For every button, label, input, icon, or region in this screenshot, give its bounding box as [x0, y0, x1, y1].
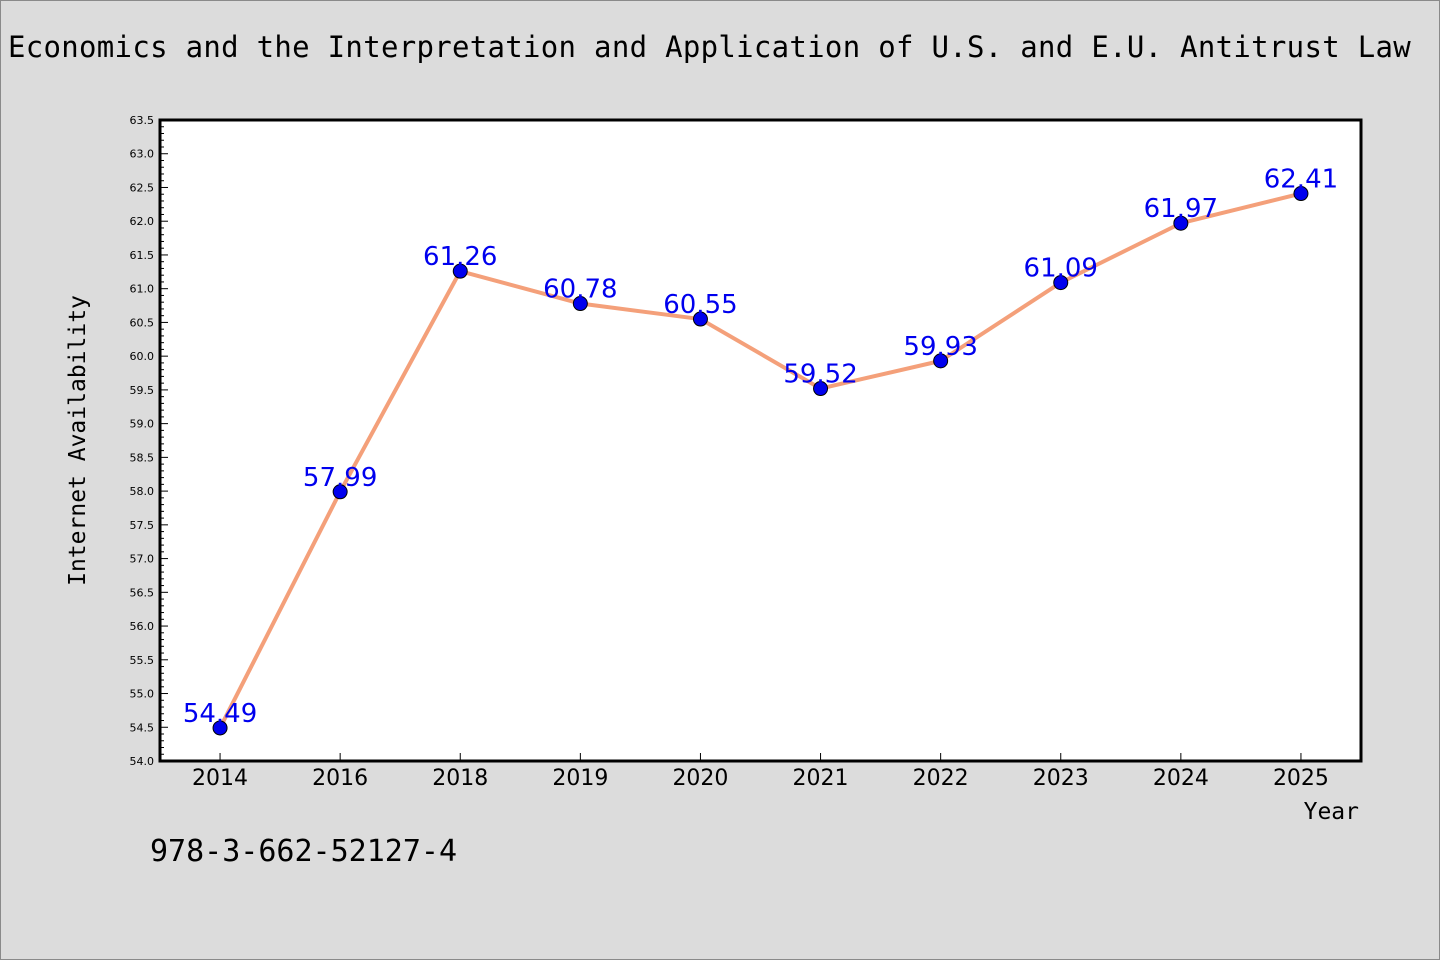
y-tick-label: 56.0	[130, 620, 155, 633]
data-point	[212, 720, 228, 736]
x-axis-label: Year	[1304, 799, 1359, 825]
data-point	[1293, 186, 1309, 202]
data-point	[332, 484, 348, 500]
data-point	[692, 311, 708, 327]
x-tick-label: 2020	[672, 766, 728, 791]
data-label: 60.55	[663, 290, 737, 320]
x-tick-label: 2016	[312, 766, 368, 791]
data-point	[1173, 215, 1189, 231]
y-tick-label: 57.5	[130, 519, 155, 532]
y-tick-label: 58.0	[130, 485, 155, 498]
y-tick-label: 61.5	[130, 249, 155, 262]
y-tick-label: 58.5	[130, 451, 155, 464]
y-tick-label: 55.5	[130, 654, 155, 667]
data-label: 61.97	[1144, 194, 1218, 224]
plot-border	[158, 118, 1363, 763]
plot-area	[160, 120, 1361, 761]
data-label: 54.49	[183, 699, 257, 729]
y-tick-label: 63.0	[130, 148, 155, 161]
data-label: 57.99	[303, 463, 377, 493]
x-tick-label: 2025	[1273, 766, 1329, 791]
y-tick-label: 54.5	[130, 721, 155, 734]
data-label: 62.41	[1264, 165, 1338, 195]
data-point	[813, 381, 829, 397]
data-label: 60.78	[543, 275, 617, 305]
data-point	[1053, 275, 1069, 291]
y-tick-label: 55.0	[130, 688, 155, 701]
series-line	[218, 191, 1303, 730]
data-point	[452, 263, 468, 279]
y-tick-label: 63.5	[130, 114, 155, 127]
x-tick-label: 2014	[192, 766, 248, 791]
data-point	[933, 353, 949, 369]
y-tick-label: 62.5	[130, 181, 155, 194]
isbn-text: 978-3-662-52127-4	[150, 834, 458, 869]
y-tick-label: 54.0	[130, 755, 155, 768]
y-tick-label: 59.0	[130, 418, 155, 431]
data-label: 59.52	[783, 360, 857, 390]
y-tick-label: 60.0	[130, 350, 155, 363]
y-axis-label: Internet Availability	[65, 295, 91, 586]
y-tick-label: 56.5	[130, 586, 155, 599]
y-tick-label: 57.0	[130, 553, 155, 566]
y-tick-label: 61.0	[130, 283, 155, 296]
x-tick-label: 2018	[432, 766, 488, 791]
y-tick-label: 59.5	[130, 384, 155, 397]
x-tick-label: 2023	[1033, 766, 1089, 791]
x-tick-label: 2021	[793, 766, 849, 791]
x-tick-label: 2019	[552, 766, 608, 791]
y-tick-label: 60.5	[130, 316, 155, 329]
chart-title: Economics and the Interpretation and App…	[8, 30, 1411, 64]
x-tick-label: 2024	[1153, 766, 1209, 791]
data-label: 61.09	[1024, 254, 1098, 284]
data-label: 59.93	[903, 332, 977, 362]
y-tick-label: 62.0	[130, 215, 155, 228]
data-point	[572, 296, 588, 312]
data-label: 61.26	[423, 242, 497, 272]
x-tick-label: 2022	[913, 766, 969, 791]
